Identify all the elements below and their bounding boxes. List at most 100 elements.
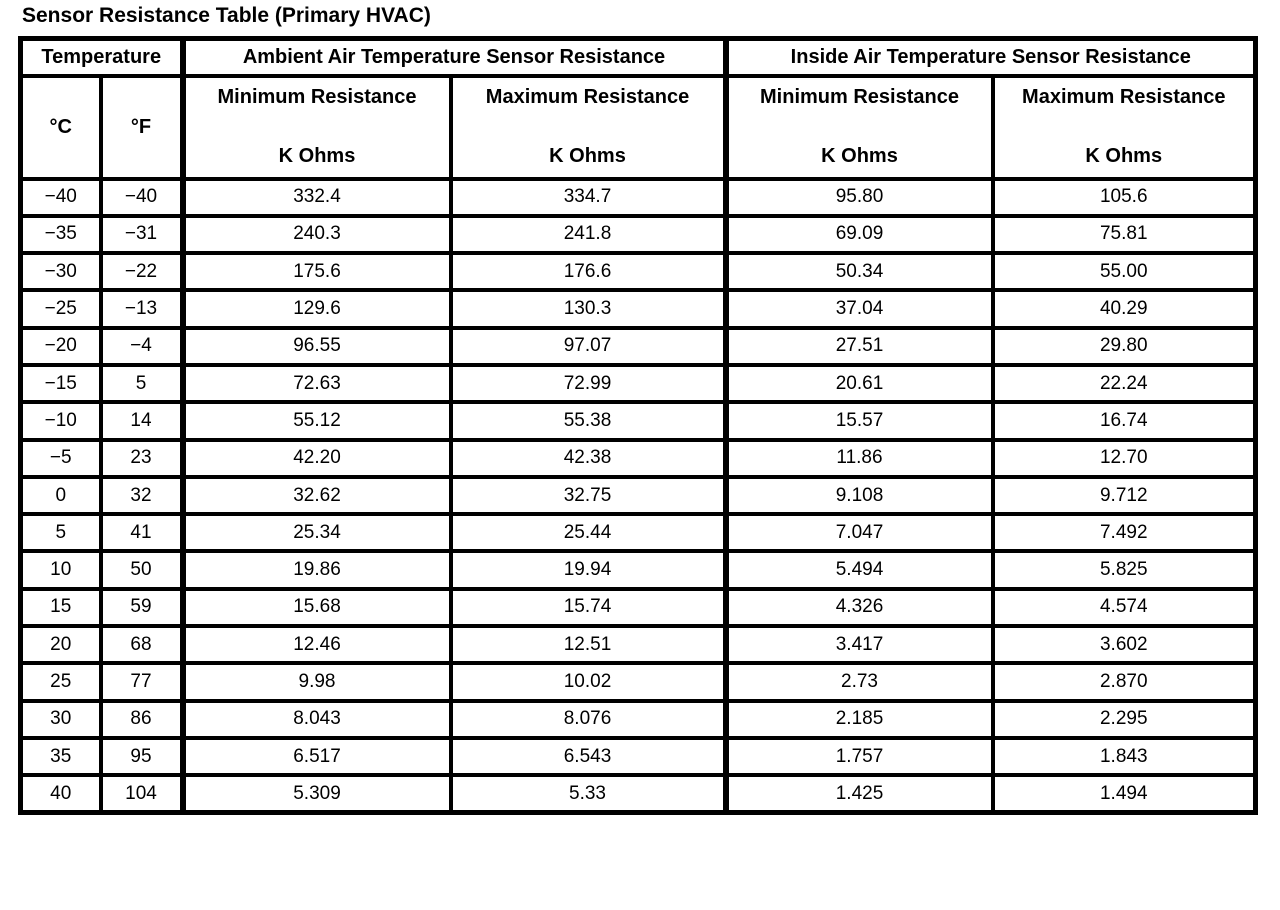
cell-celsius: 40 xyxy=(18,773,103,815)
header-ambient-group: Ambient Air Temperature Sensor Resistanc… xyxy=(179,36,728,78)
cell-ambient-max: 241.8 xyxy=(448,213,728,256)
cell-fahrenheit: 5 xyxy=(98,362,185,405)
sensor-resistance-table: Temperature Ambient Air Temperature Sens… xyxy=(18,36,1258,816)
cell-ambient-max: 19.94 xyxy=(448,549,728,591)
ambient-max-unit: K Ohms xyxy=(549,144,626,167)
cell-celsius: −40 xyxy=(18,176,103,218)
cell-ambient-min: 12.46 xyxy=(179,624,453,666)
cell-ambient-max: 72.99 xyxy=(448,362,728,405)
cell-fahrenheit: 41 xyxy=(98,512,185,554)
cell-fahrenheit: 68 xyxy=(98,624,185,666)
table-row: 10 50 19.86 19.94 5.494 5.825 xyxy=(18,549,1258,591)
cell-ambient-min: 72.63 xyxy=(179,362,453,405)
table-row: 25 77 9.98 10.02 2.73 2.870 xyxy=(18,661,1258,703)
cell-ambient-min: 175.6 xyxy=(179,251,453,293)
cell-ambient-min: 240.3 xyxy=(179,213,453,256)
cell-ambient-min: 129.6 xyxy=(179,288,453,330)
cell-fahrenheit: 77 xyxy=(98,661,185,703)
inside-min-unit: K Ohms xyxy=(821,144,898,167)
table-row: 0 32 32.62 32.75 9.108 9.712 xyxy=(18,474,1258,517)
cell-inside-max: 75.81 xyxy=(990,213,1258,256)
table-row: −20 −4 96.55 97.07 27.51 29.80 xyxy=(18,325,1258,368)
cell-fahrenheit: 104 xyxy=(98,773,185,815)
cell-celsius: 20 xyxy=(18,624,103,666)
cell-inside-min: 50.34 xyxy=(722,251,995,293)
page-title: Sensor Resistance Table (Primary HVAC) xyxy=(22,4,431,27)
cell-celsius: −15 xyxy=(18,362,103,405)
cell-fahrenheit: −31 xyxy=(98,213,185,256)
cell-fahrenheit: −13 xyxy=(98,288,185,330)
header-ambient-max: Maximum Resistance K Ohms xyxy=(448,73,728,181)
cell-ambient-max: 15.74 xyxy=(448,586,728,629)
table-row: −35 −31 240.3 241.8 69.09 75.81 xyxy=(18,213,1258,256)
header-fahrenheit: °F xyxy=(98,73,185,181)
table-row: 5 41 25.34 25.44 7.047 7.492 xyxy=(18,512,1258,554)
cell-fahrenheit: 14 xyxy=(98,400,185,442)
cell-inside-max: 55.00 xyxy=(990,251,1258,293)
cell-celsius: −10 xyxy=(18,400,103,442)
cell-inside-max: 9.712 xyxy=(990,474,1258,517)
cell-inside-max: 2.295 xyxy=(990,698,1258,740)
cell-ambient-max: 12.51 xyxy=(448,624,728,666)
table-row: 15 59 15.68 15.74 4.326 4.574 xyxy=(18,586,1258,629)
cell-celsius: 10 xyxy=(18,549,103,591)
cell-celsius: −35 xyxy=(18,213,103,256)
cell-inside-min: 2.185 xyxy=(722,698,995,740)
cell-inside-max: 29.80 xyxy=(990,325,1258,368)
cell-fahrenheit: 86 xyxy=(98,698,185,740)
cell-ambient-max: 5.33 xyxy=(448,773,728,815)
cell-celsius: 30 xyxy=(18,698,103,740)
cell-fahrenheit: −22 xyxy=(98,251,185,293)
cell-ambient-min: 55.12 xyxy=(179,400,453,442)
cell-ambient-min: 96.55 xyxy=(179,325,453,368)
cell-inside-min: 1.425 xyxy=(722,773,995,815)
ambient-min-unit: K Ohms xyxy=(278,144,356,167)
header-group-row: Temperature Ambient Air Temperature Sens… xyxy=(18,36,1258,78)
cell-celsius: 35 xyxy=(18,735,103,778)
table-row: −30 −22 175.6 176.6 50.34 55.00 xyxy=(18,251,1258,293)
cell-ambient-min: 9.98 xyxy=(179,661,453,703)
cell-inside-max: 105.6 xyxy=(990,176,1258,218)
cell-ambient-max: 334.7 xyxy=(448,176,728,218)
cell-fahrenheit: 50 xyxy=(98,549,185,591)
cell-ambient-max: 176.6 xyxy=(448,251,728,293)
cell-ambient-max: 55.38 xyxy=(448,400,728,442)
cell-fahrenheit: 32 xyxy=(98,474,185,517)
ambient-min-label: Minimum Resistance xyxy=(217,85,417,108)
cell-inside-max: 22.24 xyxy=(990,362,1258,405)
cell-ambient-max: 97.07 xyxy=(448,325,728,368)
table-row: 40 104 5.309 5.33 1.425 1.494 xyxy=(18,773,1258,815)
cell-inside-max: 16.74 xyxy=(990,400,1258,442)
table-row: −40 −40 332.4 334.7 95.80 105.6 xyxy=(18,176,1258,218)
cell-fahrenheit: −4 xyxy=(98,325,185,368)
cell-ambient-min: 25.34 xyxy=(179,512,453,554)
cell-ambient-min: 42.20 xyxy=(179,437,453,479)
cell-inside-min: 37.04 xyxy=(722,288,995,330)
cell-ambient-max: 10.02 xyxy=(448,661,728,703)
cell-celsius: 25 xyxy=(18,661,103,703)
cell-inside-max: 1.494 xyxy=(990,773,1258,815)
cell-inside-max: 5.825 xyxy=(990,549,1258,591)
cell-inside-max: 40.29 xyxy=(990,288,1258,330)
table-row: −25 −13 129.6 130.3 37.04 40.29 xyxy=(18,288,1258,330)
cell-inside-min: 95.80 xyxy=(722,176,995,218)
table-row: 20 68 12.46 12.51 3.417 3.602 xyxy=(18,624,1258,666)
cell-celsius: −5 xyxy=(18,437,103,479)
cell-inside-min: 15.57 xyxy=(722,400,995,442)
cell-fahrenheit: 95 xyxy=(98,735,185,778)
cell-inside-max: 7.492 xyxy=(990,512,1258,554)
cell-ambient-min: 5.309 xyxy=(179,773,453,815)
cell-inside-min: 4.326 xyxy=(722,586,995,629)
cell-inside-max: 12.70 xyxy=(990,437,1258,479)
header-ambient-min: Minimum Resistance K Ohms xyxy=(179,73,453,181)
header-sub-row: °C °F Minimum Resistance K Ohms Maximum … xyxy=(18,73,1258,181)
cell-celsius: −20 xyxy=(18,325,103,368)
cell-celsius: 15 xyxy=(18,586,103,629)
cell-ambient-max: 130.3 xyxy=(448,288,728,330)
cell-ambient-min: 32.62 xyxy=(179,474,453,517)
cell-inside-max: 1.843 xyxy=(990,735,1258,778)
cell-inside-min: 3.417 xyxy=(722,624,995,666)
cell-ambient-min: 332.4 xyxy=(179,176,453,218)
cell-celsius: 5 xyxy=(18,512,103,554)
cell-inside-min: 27.51 xyxy=(722,325,995,368)
